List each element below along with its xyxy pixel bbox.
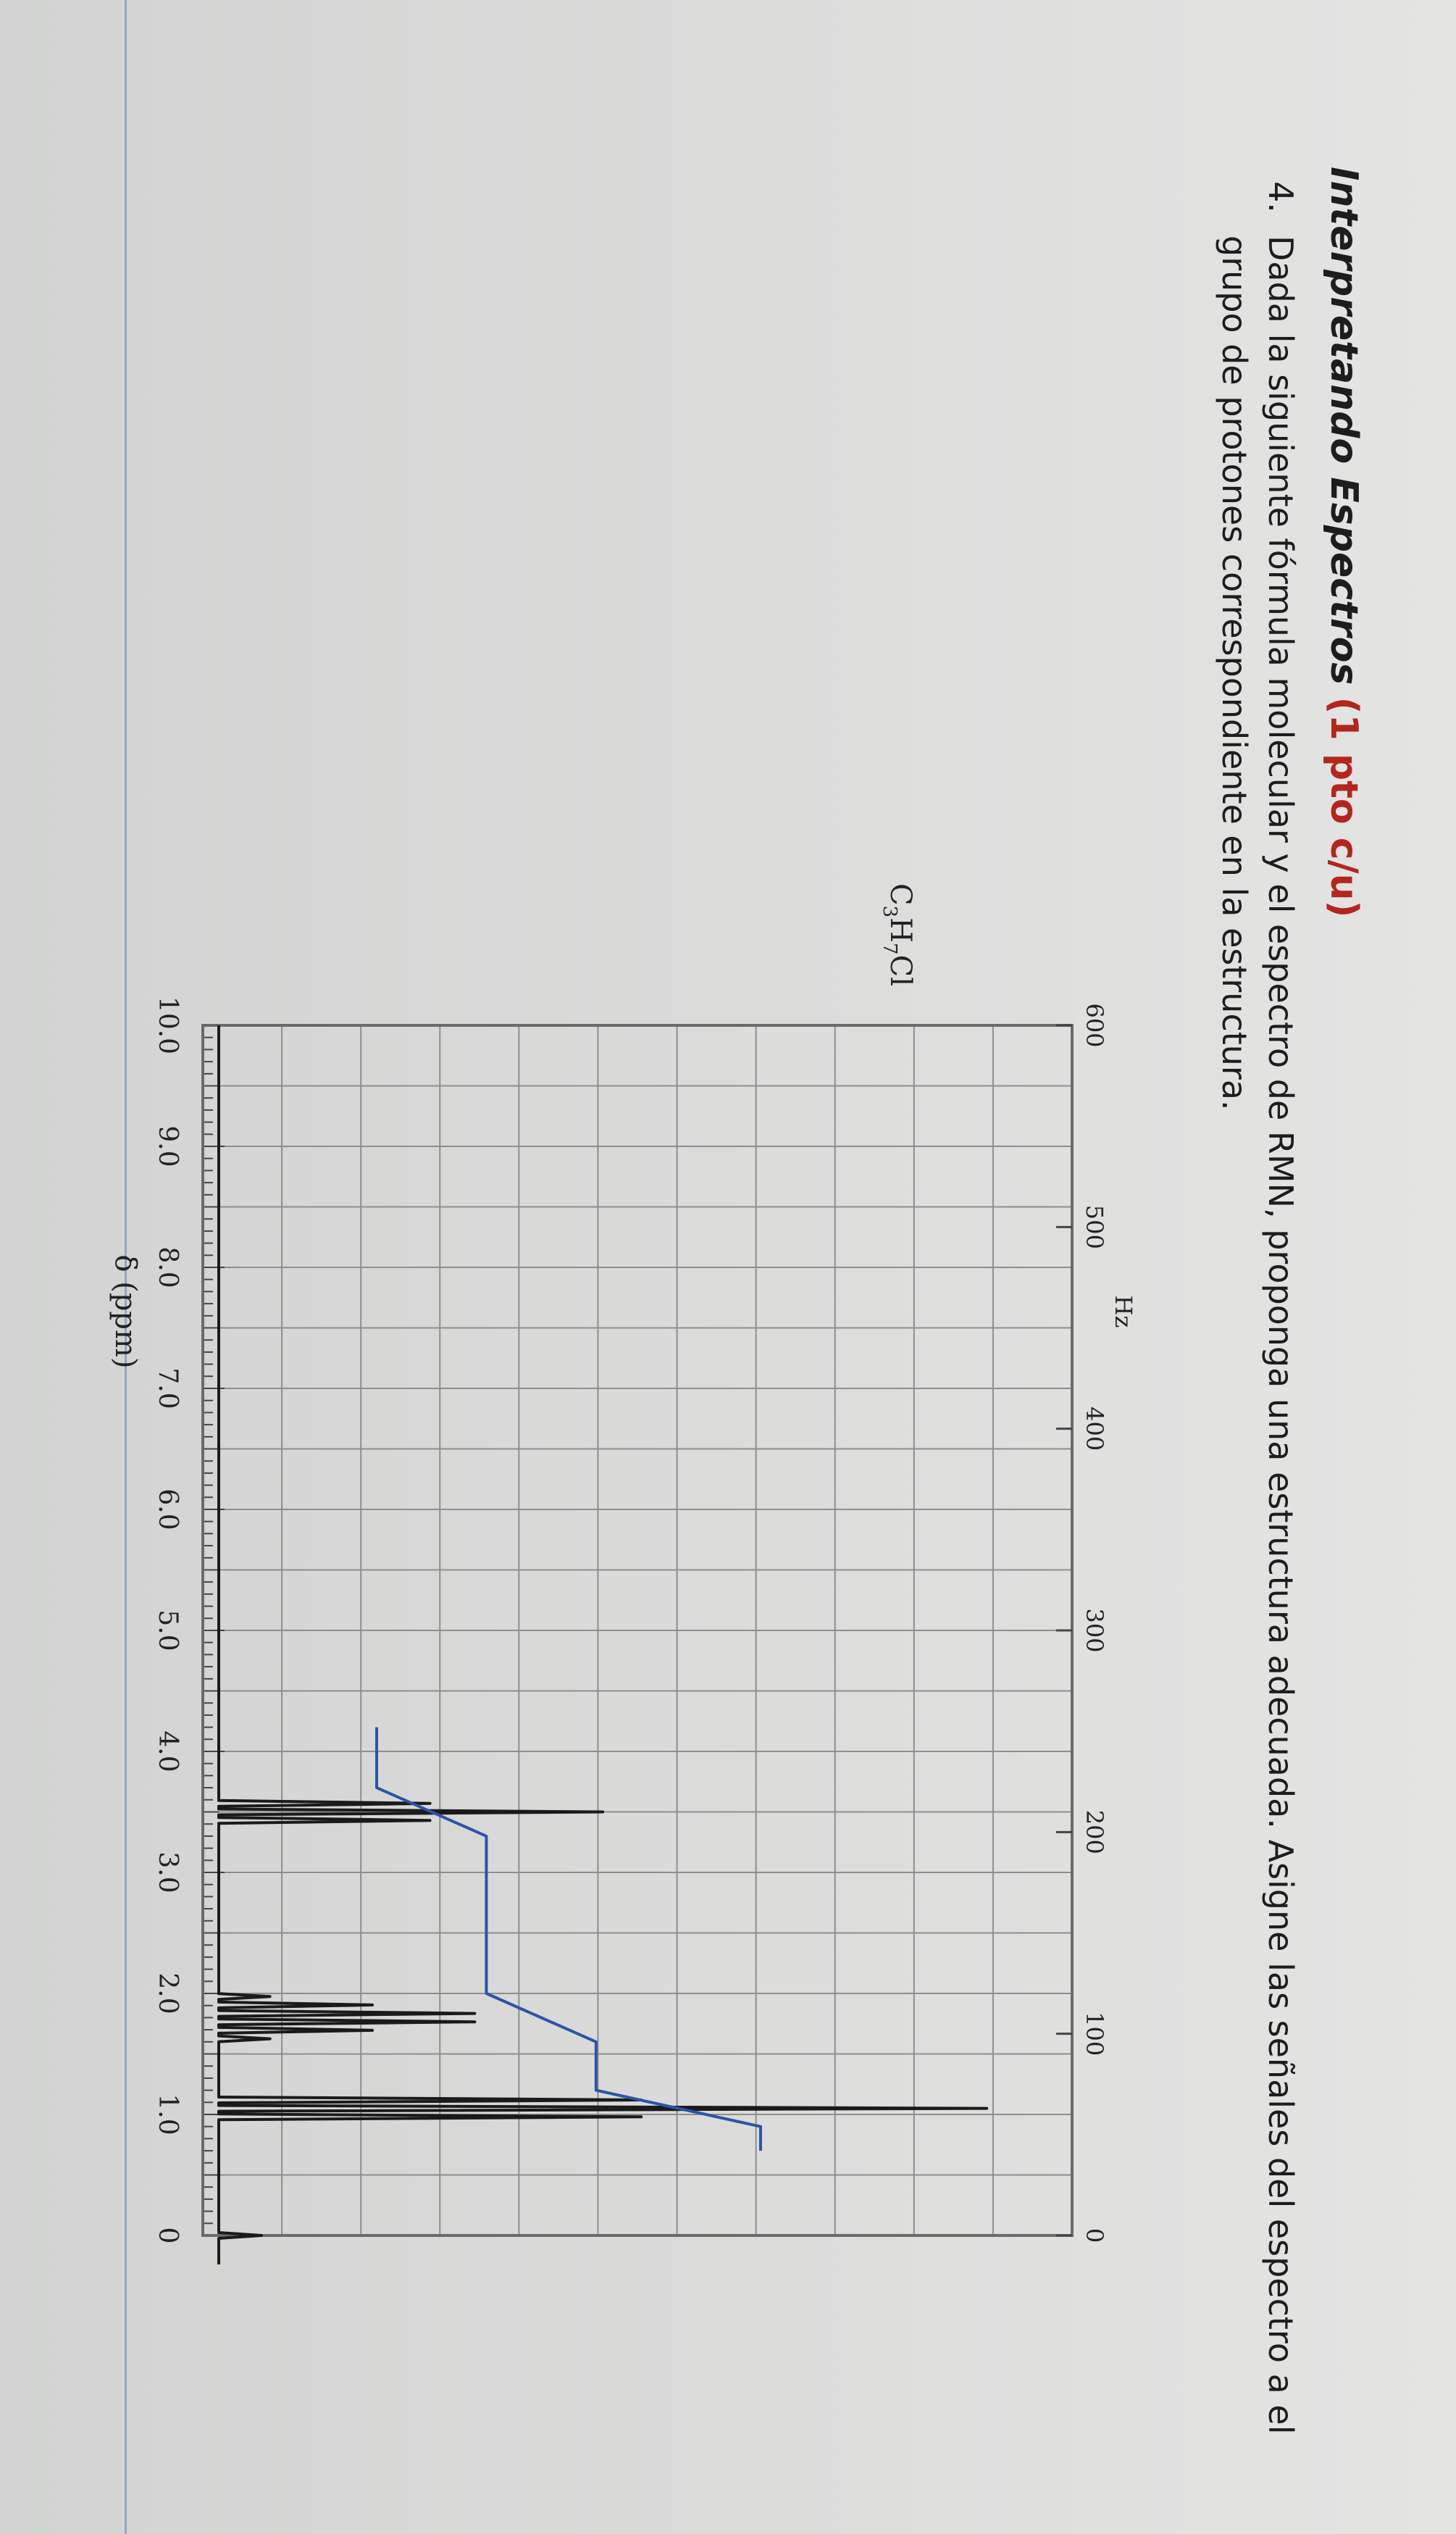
formula-text-cl: Cl xyxy=(884,955,917,986)
ppm-axis: 10.0 9.0 8.0 7.0 6.0 5.0 4.0 3.0 2.0 1.0 0 xyxy=(153,996,183,2244)
spectrum-trace xyxy=(217,1025,989,2264)
hz-tick-label: 600 xyxy=(1081,1003,1108,1047)
hz-tick-label: 400 xyxy=(1081,1406,1108,1451)
minor-ticks xyxy=(203,1025,225,2236)
ppm-tick-label: 2.0 xyxy=(153,1972,183,2014)
ppm-tick-label: 4.0 xyxy=(153,1730,183,1772)
formula-text: C xyxy=(884,883,917,906)
ppm-tick-label: 0 xyxy=(153,2227,183,2244)
ppm-tick-label: 10.0 xyxy=(153,996,183,1054)
grid xyxy=(203,1025,1072,2235)
hz-tick-label: 500 xyxy=(1081,1205,1108,1249)
hz-tick-label: 100 xyxy=(1081,2012,1108,2056)
hz-tick-label: 0 xyxy=(1081,2228,1108,2243)
hz-axis-label: Hz xyxy=(1110,1296,1137,1328)
ppm-tick-label: 5.0 xyxy=(153,1609,183,1651)
ppm-tick-label: 3.0 xyxy=(153,1851,183,1893)
ppm-tick-label: 9.0 xyxy=(153,1125,183,1167)
ppm-tick-label: 8.0 xyxy=(153,1246,183,1288)
hz-tick-label: 300 xyxy=(1081,1608,1108,1652)
integral-trace xyxy=(375,1727,762,2151)
formula-sub-3: 3 xyxy=(879,906,900,918)
formula-text-h: H xyxy=(884,917,917,943)
ppm-tick-label: 1.0 xyxy=(153,2093,183,2135)
x-axis-label: δ (ppm) xyxy=(109,1254,142,1368)
ppm-tick-label: 6.0 xyxy=(153,1488,183,1530)
hz-tick-label: 200 xyxy=(1081,1810,1108,1854)
hz-axis: 600 500 400 300 200 100 0 xyxy=(1056,1003,1108,2243)
ppm-tick-label: 7.0 xyxy=(153,1367,183,1409)
formula-label: C3H7Cl xyxy=(879,883,917,986)
formula-sub-7: 7 xyxy=(879,943,900,955)
